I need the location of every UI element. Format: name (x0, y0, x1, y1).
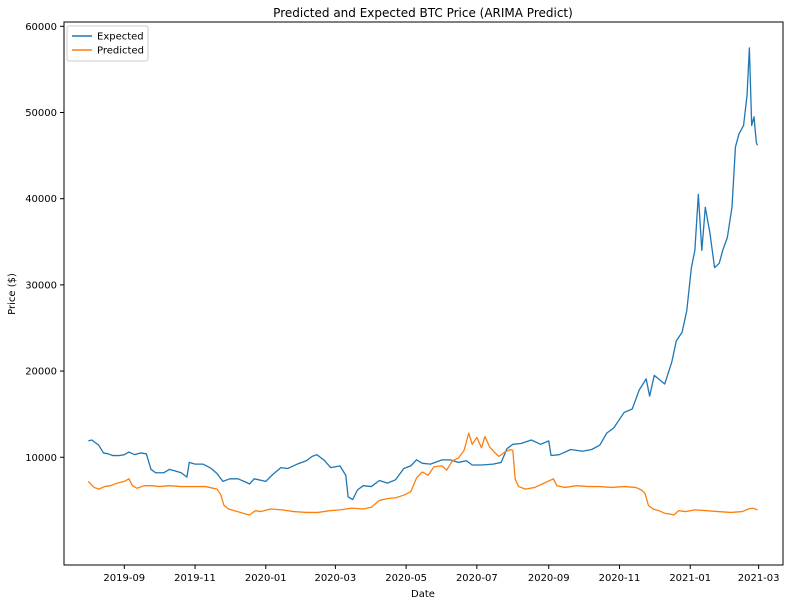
x-tick-label: 2019-09 (103, 573, 145, 584)
series-group (87, 47, 759, 516)
y-tick-label: 60000 (25, 22, 57, 33)
x-tick-label: 2020-01 (245, 573, 287, 584)
y-axis: 10000 20000 30000 40000 50000 60000 (25, 22, 64, 464)
y-tick-label: 10000 (25, 453, 57, 464)
y-tick-label: 20000 (25, 367, 57, 378)
x-tick-label: 2021-03 (738, 573, 780, 584)
y-tick-label: 50000 (25, 108, 57, 119)
x-axis-label: Date (411, 589, 435, 600)
legend: Expected Predicted (66, 25, 149, 62)
series-line-predicted (87, 432, 758, 516)
x-tick-label: 2020-05 (385, 573, 427, 584)
x-tick-label: 2020-11 (599, 573, 641, 584)
legend-label-predicted: Predicted (97, 46, 144, 57)
legend-frame (66, 25, 149, 62)
y-tick-label: 40000 (25, 194, 57, 205)
x-axis: 2019-09 2019-11 2020-01 2020-03 2020-05 2020-… (103, 565, 780, 584)
x-tick-label: 2020-07 (456, 573, 498, 584)
x-tick-label: 2021-01 (669, 573, 711, 584)
plot-frame (63, 21, 784, 566)
x-tick-label: 2020-03 (314, 573, 356, 584)
series-line-expected (88, 47, 759, 501)
x-tick-label: 2019-11 (174, 573, 216, 584)
y-tick-label: 30000 (25, 280, 57, 291)
x-tick-label: 2020-09 (528, 573, 570, 584)
y-axis-label: Price ($) (7, 273, 18, 315)
legend-label-expected: Expected (97, 32, 144, 43)
chart-title: Predicted and Expected BTC Price (ARIMA … (273, 6, 573, 20)
